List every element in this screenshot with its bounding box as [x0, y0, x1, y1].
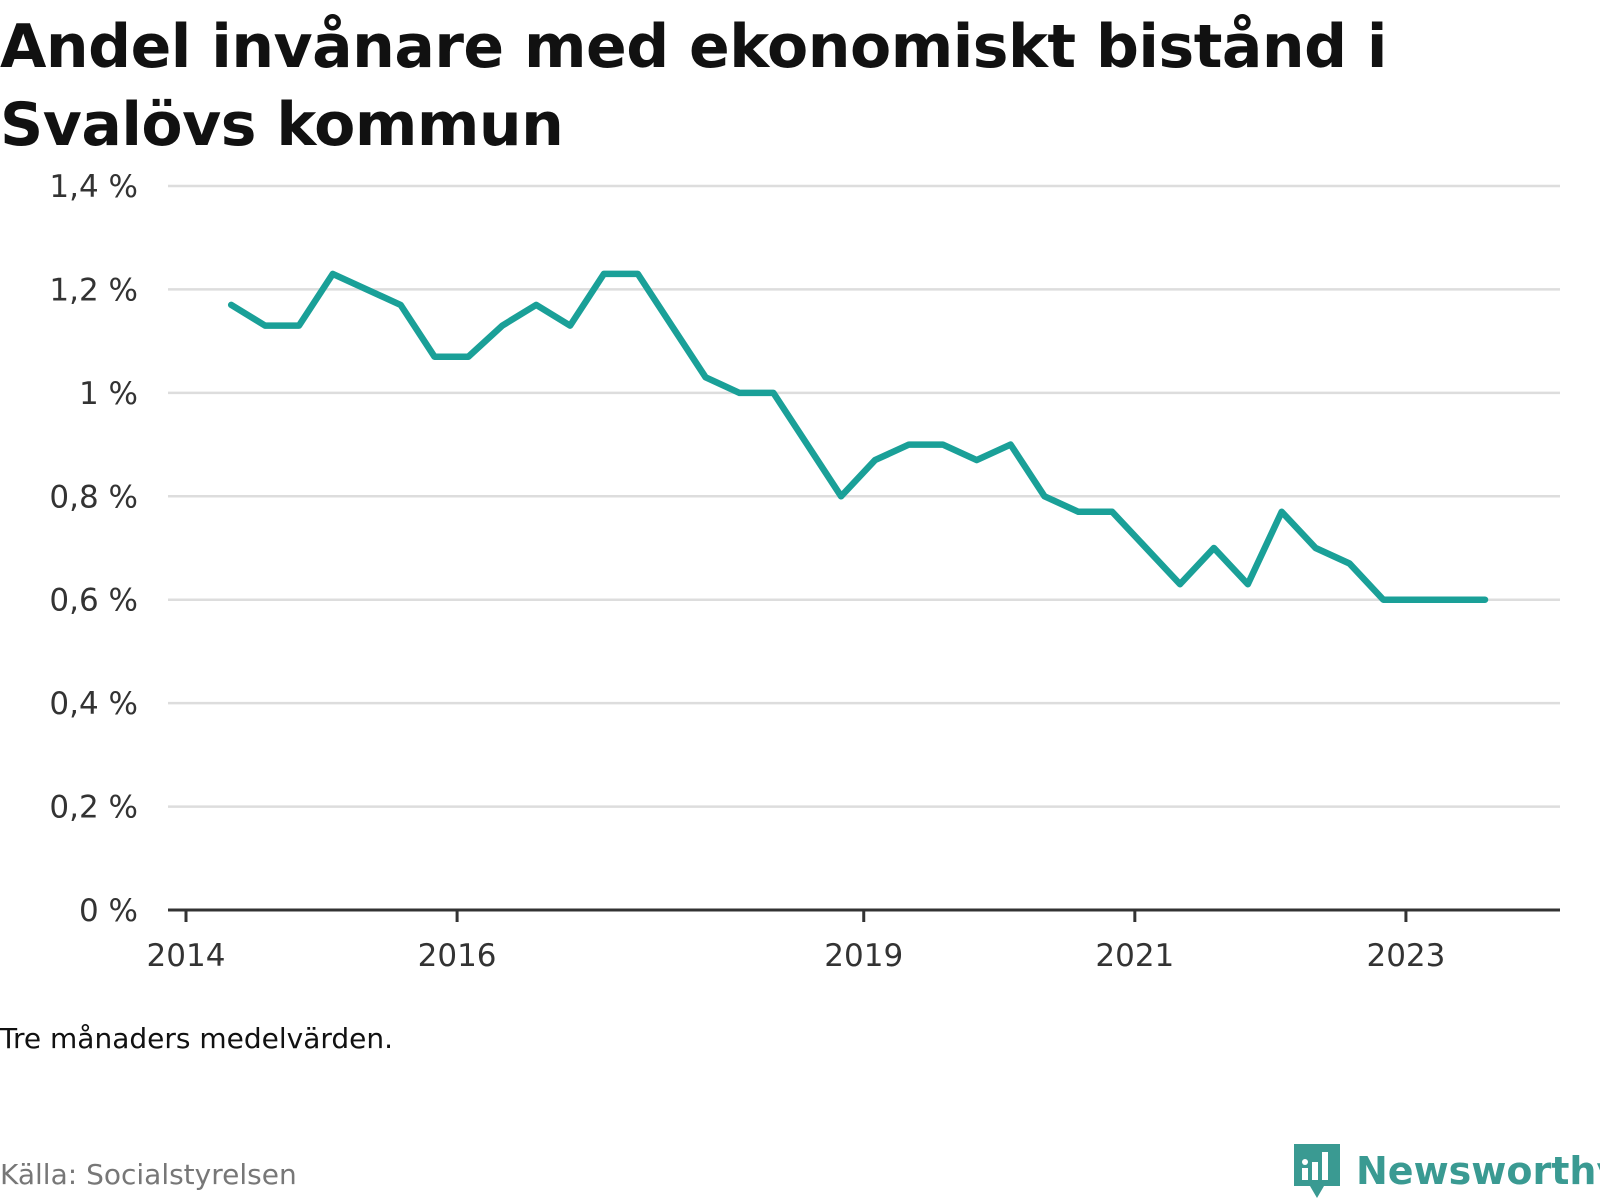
y-tick-label: 0,8 %	[49, 479, 138, 515]
chart-title: Andel invånare med ekonomiskt bistånd i …	[0, 12, 1387, 160]
line-chart: 0 % 0,2 % 0,4 % 0,6 % 0,8 % 1 % 1,2 % 1,4 % 201…	[49, 170, 1560, 974]
x-axis: 2014 2016 2019 2021 2023	[147, 908, 1560, 974]
x-tick-label: 2021	[1095, 938, 1174, 974]
y-axis-ticks: 0 % 0,2 % 0,4 % 0,6 % 0,8 % 1 % 1,2 % 1,4 %	[49, 170, 138, 929]
y-tick-label: 1 %	[79, 376, 138, 412]
x-tick-label: 2019	[824, 938, 903, 974]
source-credit: Källa: Socialstyrelsen	[0, 1158, 297, 1191]
y-tick-label: 1,4 %	[49, 170, 138, 205]
y-tick-label: 0,4 %	[49, 686, 138, 722]
newsworthy-logo-icon	[1294, 1144, 1340, 1198]
newsworthy-brand[interactable]: Newsworthy	[1292, 1142, 1600, 1200]
x-tick-label: 2023	[1366, 938, 1445, 974]
y-tick-label: 0,6 %	[49, 583, 138, 619]
chart-note: Tre månaders medelvärden.	[0, 1022, 394, 1055]
y-tick-label: 0,2 %	[49, 790, 138, 826]
series-line	[227, 270, 1489, 603]
x-tick-label: 2016	[418, 938, 497, 974]
brand-name: Newsworthy	[1356, 1149, 1600, 1193]
data-series	[227, 270, 1489, 603]
y-tick-label: 1,2 %	[49, 272, 138, 308]
gridlines	[168, 184, 1560, 808]
y-tick-label: 0 %	[79, 893, 138, 929]
x-tick-label: 2014	[147, 938, 226, 974]
